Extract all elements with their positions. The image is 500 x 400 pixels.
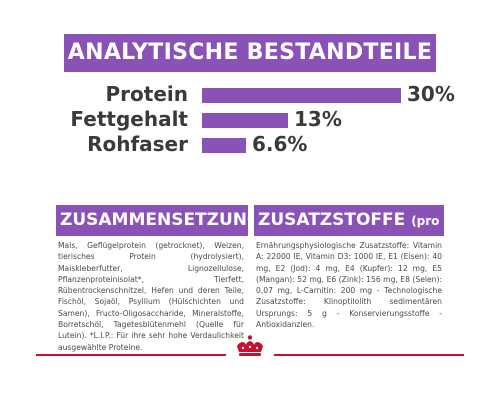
additives-text: Ernährungsphysiologische Zusatzstoffe: V…	[256, 241, 442, 330]
analysis-label: Fettgehalt	[70, 107, 188, 131]
analysis-value: 6.6%	[252, 132, 308, 156]
analysis-row-fiber: Rohfaser 6.6%	[0, 132, 500, 156]
crown-logo-icon	[232, 334, 268, 358]
section-title-composition: ZUSAMMENSETZUNG	[56, 205, 248, 236]
footer-line-right	[274, 354, 464, 356]
section-title-additives: ZUSATZSTOFFE (pro kg)	[254, 205, 444, 236]
analysis-bar	[202, 88, 401, 103]
analysis-row-protein: Protein 30%	[0, 82, 500, 106]
analysis-label: Rohfaser	[87, 132, 188, 156]
analysis-bar	[202, 113, 288, 128]
analysis-value: 13%	[294, 107, 342, 131]
additives-title: ZUSATZSTOFFE	[258, 210, 406, 230]
analysis-bar	[202, 138, 246, 153]
footer-line-left	[36, 354, 226, 356]
section-title-analytical: ANALYTISCHE BESTANDTEILE	[64, 34, 436, 72]
composition-text: Mais, Geflügelprotein (getrocknet), Weiz…	[58, 241, 244, 352]
additives-title-suffix: (pro kg)	[411, 214, 444, 228]
analysis-label: Protein	[105, 82, 188, 106]
analysis-row-fat: Fettgehalt 13%	[0, 107, 500, 131]
analysis-value: 30%	[407, 82, 455, 106]
